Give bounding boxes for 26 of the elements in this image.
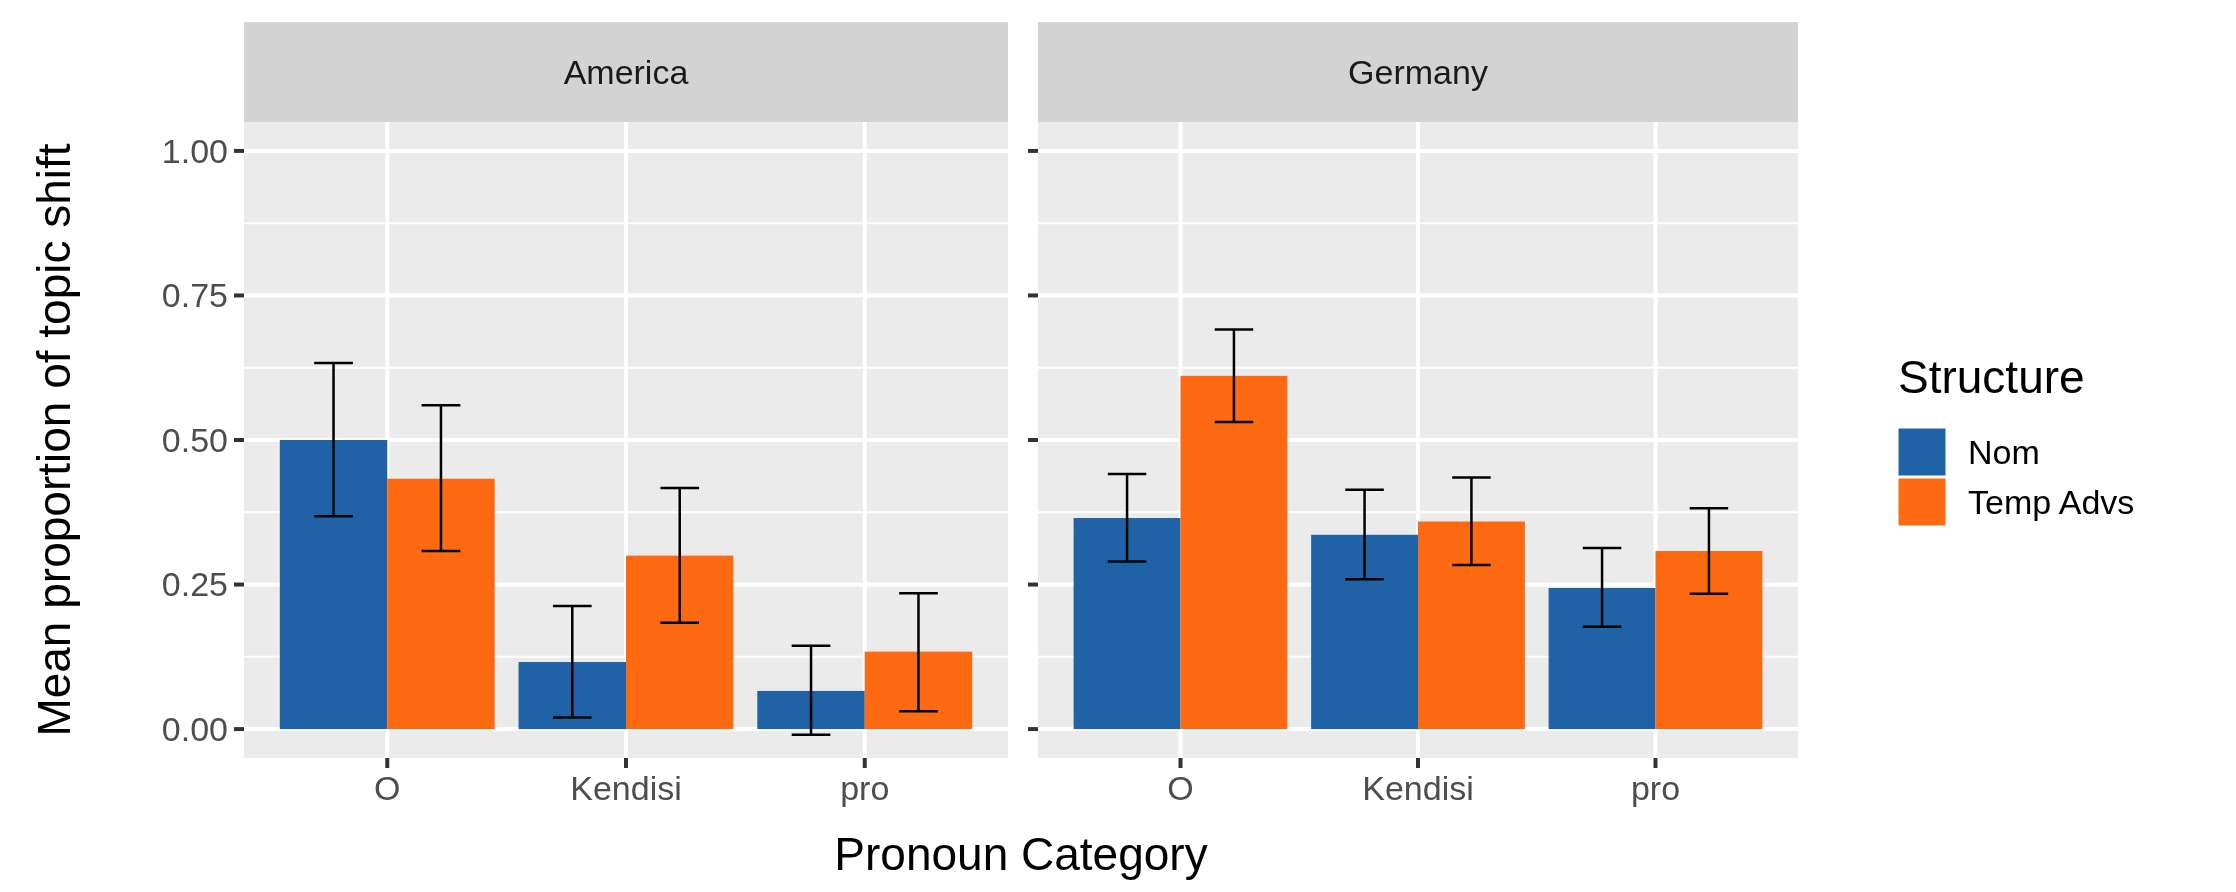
legend-label: Nom — [1968, 432, 2040, 471]
legend-title: Structure — [1898, 351, 2085, 403]
x-tick-label: pro — [1630, 769, 1681, 807]
bar — [1311, 534, 1418, 730]
chart-title: Germany — [1348, 52, 1488, 91]
y-tick-label: 0.50 — [161, 420, 228, 459]
y-tick-label: 0.25 — [161, 565, 228, 604]
bar — [518, 662, 626, 730]
y-axis-title: Mean proportion of topic shift — [28, 143, 80, 737]
x-tick-label: Kendisi — [570, 769, 682, 807]
y-tick-label: 0.00 — [161, 709, 228, 748]
x-tick-label: O — [374, 769, 401, 807]
bar — [864, 651, 973, 730]
bar — [1655, 551, 1763, 730]
chart-title: America — [563, 52, 689, 91]
x-axis-title: Pronoun Category — [834, 828, 1208, 880]
bar — [757, 690, 865, 730]
legend-label: Temp Advs — [1968, 482, 2135, 521]
bar — [1418, 521, 1525, 730]
y-tick-label: 0.75 — [161, 276, 228, 315]
x-tick-label: Kendisi — [1362, 769, 1474, 807]
bar — [626, 555, 734, 730]
y-tick-label: 1.00 — [161, 131, 228, 170]
bar — [1548, 588, 1656, 730]
x-tick-label: pro — [840, 769, 890, 807]
x-tick-label: O — [1167, 769, 1194, 807]
